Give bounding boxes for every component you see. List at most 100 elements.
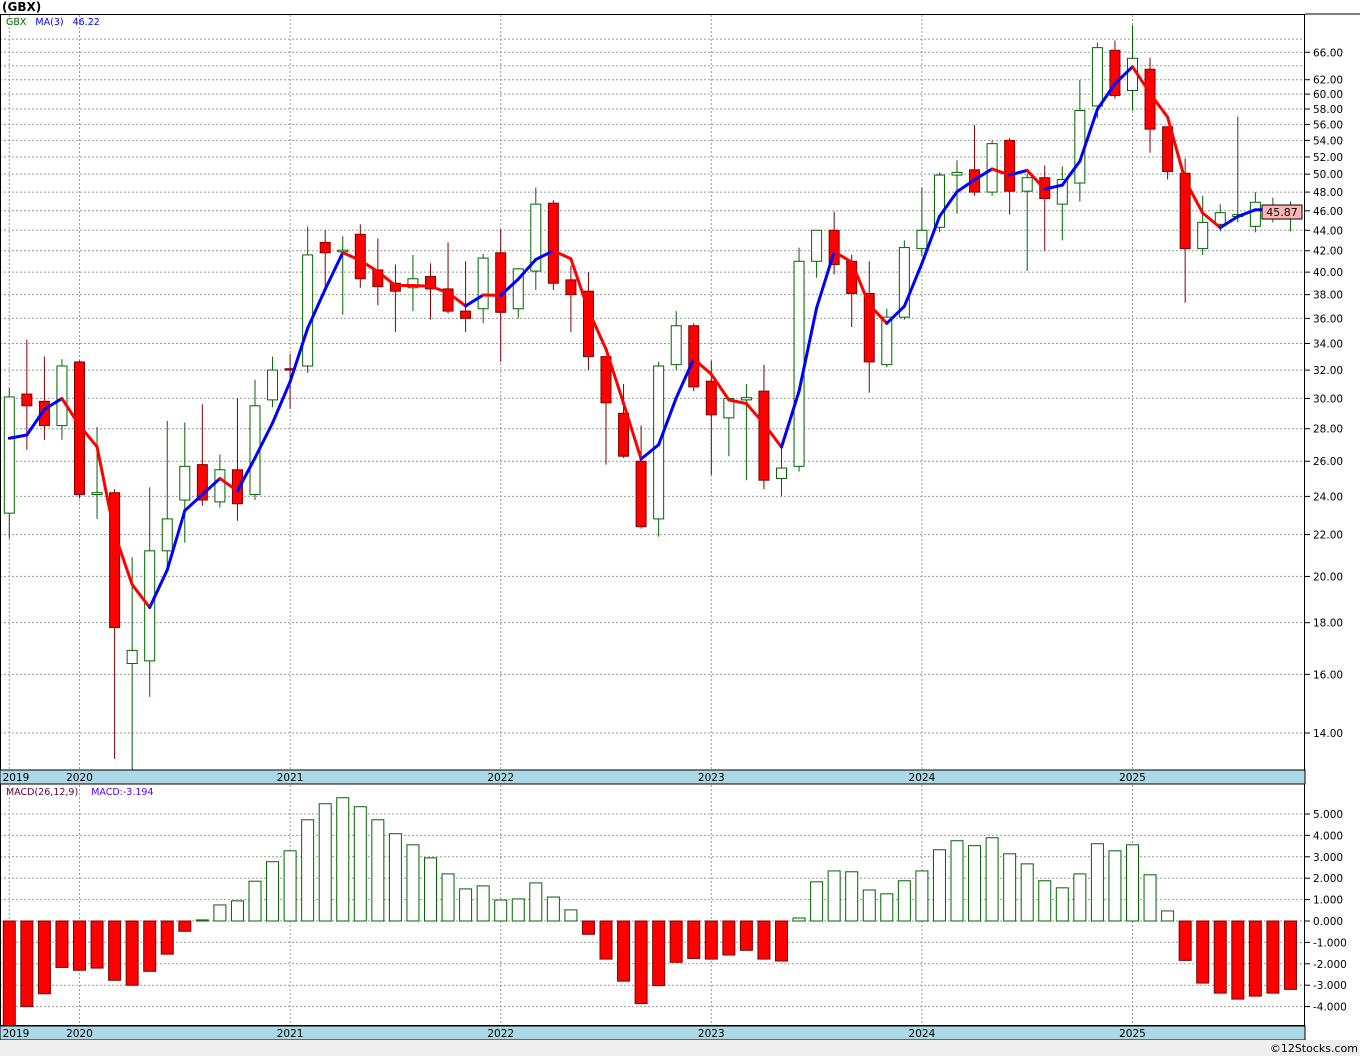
date-strip-main — [0, 769, 1306, 785]
candle-body — [161, 518, 173, 552]
ma3-segment — [113, 532, 134, 587]
candle-body — [477, 257, 489, 310]
candle-body — [863, 292, 875, 363]
candle-down — [21, 339, 33, 450]
candle-down — [74, 360, 85, 499]
ma3-segment — [1131, 65, 1152, 95]
ma3-segment — [604, 347, 626, 405]
candle-down — [460, 261, 472, 333]
ma3-segment — [306, 287, 327, 330]
macd-bar — [669, 920, 683, 963]
candle-body — [670, 325, 682, 366]
macd-bar — [1108, 850, 1122, 922]
candle-down — [1162, 126, 1174, 180]
ma3-segment — [1060, 159, 1082, 187]
candle-up — [951, 160, 963, 214]
legend-ma-label: MA(3) — [35, 17, 63, 28]
ma3-segment — [1095, 82, 1117, 111]
candle-body — [126, 649, 138, 665]
macd-bar — [178, 920, 192, 932]
candle-body — [1162, 126, 1174, 173]
main-legend: GBX MA(3) 46.22 — [6, 17, 100, 28]
macd-bar — [1143, 874, 1157, 922]
ma3-segment — [1201, 211, 1222, 230]
macd-bar — [1038, 880, 1052, 922]
candle-up — [916, 187, 928, 256]
ma3-segment — [200, 476, 222, 497]
macd-bars — [2, 797, 1297, 1026]
candle-down — [389, 264, 401, 333]
candle-body — [389, 282, 401, 292]
macd-bar — [617, 920, 631, 982]
candle-down — [758, 364, 770, 490]
candle-body — [565, 279, 577, 296]
ma3-segment — [376, 270, 397, 287]
candle-body — [56, 365, 68, 427]
candle-up — [477, 253, 489, 324]
macd-bar — [932, 849, 946, 922]
candle-body — [898, 247, 910, 318]
last-price-label: 45.87 — [1266, 206, 1298, 219]
ma3-segment — [586, 308, 608, 351]
year-label: 2022 — [487, 772, 514, 784]
ma3-segment — [1166, 115, 1187, 182]
year-label: 2020 — [66, 1028, 93, 1040]
macd-bar — [73, 920, 86, 971]
year-label: 2023 — [698, 1028, 725, 1040]
ma3-segment — [446, 291, 468, 308]
candle-body — [1214, 212, 1226, 225]
date-strip-macd — [0, 1025, 1306, 1041]
macd-bar — [55, 920, 69, 968]
candle-down — [828, 211, 840, 275]
price-grid — [0, 15, 1305, 770]
candle-up — [179, 422, 191, 543]
candle-up — [1021, 173, 1033, 272]
macd-bar — [195, 919, 209, 922]
year-label: 2020 — [66, 772, 93, 784]
ma3-segment — [1008, 168, 1029, 177]
last-price-box — [1261, 204, 1303, 220]
candle-down — [38, 356, 50, 440]
macd-bar — [1248, 920, 1262, 997]
macd-tick-label: 0.000 — [1313, 916, 1343, 928]
candle-body — [846, 260, 858, 294]
candle-body — [933, 174, 945, 228]
ma3-segment — [797, 306, 819, 393]
macd-bar — [581, 920, 595, 935]
candle-body — [495, 252, 507, 313]
macd-bar — [546, 896, 560, 922]
candle-up — [530, 187, 542, 291]
candle-up — [3, 388, 15, 539]
price-tick-label: 14.00 — [1313, 728, 1343, 740]
candle-body — [758, 390, 770, 481]
ma3-segment — [639, 443, 661, 461]
ma3-segment — [534, 249, 555, 262]
price-tick-label: 32.00 — [1313, 365, 1343, 377]
macd-legend: MACD(26,12,9) MACD:-3.194 — [6, 787, 154, 798]
macd-bar — [1003, 853, 1017, 922]
candle-body — [91, 492, 103, 496]
macd-bar — [2, 920, 16, 1026]
ma3-segment — [885, 304, 906, 325]
macd-bar — [739, 920, 753, 951]
macd-bar — [1178, 920, 1192, 961]
macd-tick-label: 1.000 — [1313, 895, 1343, 907]
macd-bar — [1055, 887, 1069, 922]
ma3-segment — [130, 583, 152, 609]
ma3-segment — [271, 380, 292, 425]
candle-body — [916, 229, 928, 250]
candle-body — [354, 233, 366, 280]
macd-bar — [318, 803, 332, 922]
year-label: 2023 — [698, 772, 725, 784]
candle-down — [425, 263, 436, 320]
price-tick-label: 48.00 — [1313, 187, 1343, 199]
price-tick-label: 42.00 — [1313, 246, 1343, 258]
ma3-segment — [867, 303, 889, 325]
price-tick-label: 66.00 — [1313, 47, 1343, 59]
candle-body — [425, 276, 436, 290]
ma3-line — [7, 65, 1292, 609]
ma3-segment — [341, 251, 362, 262]
macd-bar — [757, 920, 771, 960]
ma3-segment — [1113, 65, 1134, 86]
ma3-segment — [551, 249, 573, 261]
